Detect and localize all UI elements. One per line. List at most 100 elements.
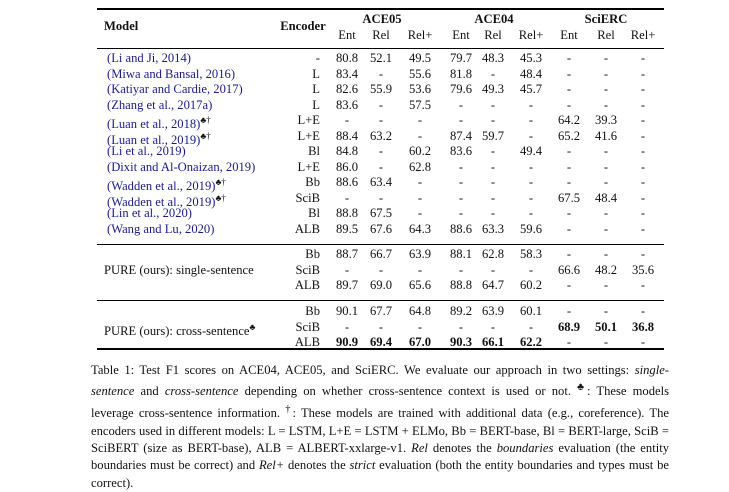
pure-label: PURE (ours): cross-sentence♣ — [104, 320, 255, 339]
header-subcol: Ent — [560, 28, 578, 42]
score-cell: 88.1 — [449, 247, 473, 261]
encoder-cell: Bl — [308, 144, 320, 158]
score-cell: 83.4 — [335, 66, 359, 81]
score-cell: 58.3 — [519, 247, 543, 261]
model-citation: (Li and Ji, 2014) — [107, 51, 191, 66]
score-cell: 67.5 — [369, 206, 393, 220]
score-cell: - — [603, 51, 609, 65]
score-cell: - — [344, 319, 350, 334]
score-cell: 86.0 — [335, 159, 359, 174]
score-cell: - — [566, 206, 572, 220]
header-subcol: Rel — [597, 28, 615, 42]
score-cell: 53.6 — [408, 82, 432, 96]
model-mark: ♣† — [215, 177, 226, 187]
score-cell: - — [378, 113, 384, 127]
score-cell: - — [378, 190, 384, 205]
model-citation: (Wang and Lu, 2020) — [107, 222, 214, 237]
score-cell: 63.9 — [408, 247, 432, 261]
score-cell: - — [344, 262, 350, 277]
score-cell: 48.4 — [519, 66, 543, 81]
score-cell: 41.6 — [594, 128, 618, 143]
score-cell: - — [640, 206, 646, 220]
header-group-ace05: ACE05 — [362, 12, 402, 26]
score-cell: - — [528, 175, 534, 189]
score-cell: - — [566, 159, 572, 174]
score-cell: 89.7 — [335, 278, 359, 293]
score-cell: 55.9 — [369, 82, 393, 96]
score-cell: - — [603, 66, 609, 81]
header-subcol: Ent — [452, 28, 470, 42]
score-cell: 69.4 — [369, 335, 393, 350]
model-name: (Luan et al., 2019) — [107, 132, 201, 147]
header-model: Model — [104, 19, 139, 33]
score-cell: 63.4 — [369, 175, 393, 189]
header-subcol: Rel+ — [407, 28, 433, 42]
score-cell: - — [458, 262, 464, 277]
score-cell: 60.2 — [408, 144, 432, 158]
score-cell: - — [490, 175, 496, 189]
score-cell: 35.6 — [631, 262, 655, 277]
score-cell: 88.8 — [449, 278, 473, 293]
score-cell: 87.4 — [449, 128, 473, 143]
score-cell: 36.8 — [631, 319, 655, 334]
caption-italic: cross-sentence — [164, 384, 239, 399]
score-cell: - — [640, 97, 646, 112]
score-cell: 48.4 — [594, 190, 618, 205]
score-cell: - — [458, 113, 464, 127]
score-cell: - — [417, 128, 423, 143]
caption-italic: Rel — [411, 441, 428, 455]
table-caption: Table 1: Test F1 scores on ACE04, ACE05,… — [91, 362, 669, 492]
model-name: (Wadden et al., 2019) — [107, 194, 216, 209]
pure-mark: ♣ — [249, 321, 256, 332]
model-mark: ♣† — [200, 130, 211, 141]
score-cell: - — [566, 82, 572, 96]
encoder-cell: Bb — [305, 247, 320, 261]
caption-italic: strict — [349, 458, 376, 473]
score-cell: - — [603, 175, 609, 189]
encoder-cell: L — [312, 82, 320, 96]
score-cell: - — [603, 278, 609, 293]
score-cell: - — [378, 97, 384, 112]
encoder-cell: L+E — [297, 128, 321, 143]
score-cell: - — [566, 221, 572, 236]
encoder-cell: - — [315, 51, 320, 65]
model-citation: (Luan et al., 2018)♣† — [107, 113, 211, 132]
header-subcol: Rel+ — [518, 28, 544, 42]
score-cell: 57.5 — [408, 97, 432, 112]
model-citation: (Wadden et al., 2019)♣† — [107, 191, 226, 210]
score-cell: - — [344, 190, 350, 205]
encoder-cell: ALB — [294, 335, 320, 350]
caption-text: depending on whether cross-sentence cont… — [238, 384, 578, 399]
score-cell: - — [603, 221, 609, 236]
model-citation: (Dixit and Al-Onaizan, 2019) — [107, 160, 255, 175]
header-subcol: Rel+ — [630, 28, 656, 42]
model-name: (Katiyar and Cardie, 2017) — [107, 82, 243, 96]
score-cell: - — [417, 190, 423, 205]
caption-text: denotes the — [427, 441, 497, 455]
score-cell: - — [490, 113, 496, 127]
score-cell: 49.5 — [408, 51, 432, 65]
score-cell: 80.8 — [335, 51, 359, 65]
score-cell: 65.2 — [557, 128, 581, 143]
encoder-cell: ALB — [294, 278, 320, 293]
header-subcol: Rel — [484, 28, 502, 42]
score-cell: 90.3 — [449, 335, 473, 350]
score-cell: 62.8 — [481, 247, 505, 261]
score-cell: 45.7 — [519, 82, 543, 96]
score-cell: - — [458, 206, 464, 220]
model-name: (Li and Ji, 2014) — [107, 51, 191, 65]
model-citation: (Li et al., 2019) — [107, 144, 186, 159]
results-table: Model Encoder ACE05 ACE04 SciERC Ent Rel Rel+… — [97, 8, 664, 350]
score-cell: - — [378, 66, 384, 81]
score-cell: - — [640, 51, 646, 65]
score-cell: 48.2 — [594, 262, 618, 277]
score-cell: - — [528, 262, 534, 277]
baseline-rule — [97, 244, 664, 245]
score-cell: 83.6 — [335, 97, 359, 112]
score-cell: - — [417, 206, 423, 220]
score-cell: - — [603, 144, 609, 158]
caption-italic: boundaries — [496, 441, 554, 455]
score-cell: 88.6 — [449, 221, 473, 236]
encoder-cell: Bb — [305, 175, 320, 189]
score-cell: - — [528, 97, 534, 112]
